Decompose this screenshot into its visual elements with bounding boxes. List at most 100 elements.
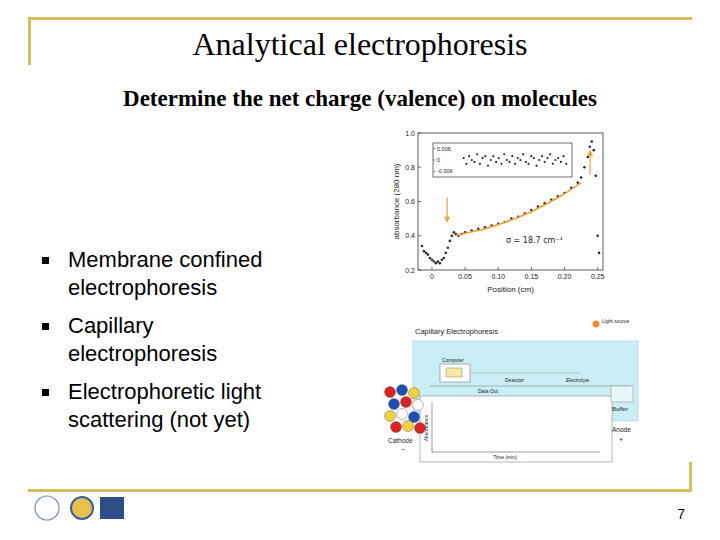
diagram-label: + — [619, 436, 623, 443]
bullet-text: Electrophoretic light scattering (not ye… — [68, 378, 296, 434]
x-tick — [564, 267, 565, 270]
bullet-marker — [42, 257, 49, 264]
data-point — [588, 145, 591, 148]
inset-data — [463, 153, 568, 167]
residual-point — [511, 155, 513, 157]
x-tick — [531, 267, 532, 270]
residual-point — [538, 159, 540, 161]
light-source-icon — [593, 321, 600, 328]
residual-point — [463, 157, 465, 159]
residual-point — [525, 161, 527, 163]
residual-point — [541, 155, 543, 157]
data-point — [580, 176, 583, 179]
arrow-head — [587, 150, 593, 156]
data-point — [433, 260, 436, 263]
ion-ball — [409, 388, 420, 399]
residual-point — [549, 153, 551, 155]
residual-point — [546, 157, 548, 159]
residual-point — [530, 155, 532, 157]
data-point — [447, 246, 450, 249]
diagram-label: Computer — [442, 357, 464, 363]
arrow — [447, 198, 448, 220]
ion-ball — [397, 409, 408, 420]
x-tick-label: 0.05 — [458, 273, 472, 280]
bullet-text: Capillary electrophoresis — [68, 312, 296, 368]
data-point — [437, 260, 440, 263]
residual-point — [533, 157, 535, 159]
subtitle: Determine the net charge (valence) on mo… — [0, 86, 720, 112]
residual-point — [495, 161, 497, 163]
diagram-label: Time (min) — [493, 454, 517, 460]
residual-point — [468, 155, 470, 157]
plot-frame — [418, 133, 603, 270]
y-tick — [418, 235, 421, 236]
residual-point — [484, 155, 486, 157]
data-point — [449, 240, 452, 243]
border-line — [689, 462, 692, 492]
data-point — [431, 258, 434, 261]
signal-plot — [420, 396, 612, 462]
data-point — [583, 166, 586, 169]
residual-point — [557, 157, 559, 159]
y-tick-label: 0 — [437, 157, 440, 163]
ion-ball — [401, 397, 412, 408]
logo — [71, 497, 93, 519]
y-tick-label: 0.4 — [405, 232, 415, 239]
capillary — [430, 386, 630, 387]
diagram-label: Buffer — [612, 406, 628, 412]
y-tick — [433, 148, 436, 149]
residual-point — [552, 163, 554, 165]
border-line — [28, 17, 692, 20]
residual-point — [522, 153, 524, 155]
data-area — [421, 140, 601, 264]
data-point — [586, 156, 589, 159]
data-point — [421, 245, 424, 248]
inset-chart: -0.00600.006 — [433, 143, 572, 177]
y-tick-label: 1.0 — [405, 130, 415, 137]
data-point — [441, 258, 444, 261]
residual-point — [536, 165, 538, 167]
logo — [35, 496, 59, 520]
residual-point — [465, 163, 467, 165]
logos — [35, 496, 124, 520]
residual-point — [544, 161, 546, 163]
buffer-vial — [611, 386, 633, 402]
fit-line — [455, 183, 581, 236]
x-tick-label: 0.15 — [525, 273, 539, 280]
residual-point — [514, 163, 516, 165]
ion-ball — [391, 422, 402, 433]
residual-point — [560, 161, 562, 163]
ion-ball — [413, 400, 424, 411]
residual-point — [554, 159, 556, 161]
ion-ball — [389, 399, 400, 410]
residual-point — [500, 163, 502, 165]
residual-point — [473, 161, 475, 163]
data-point — [451, 234, 454, 237]
diagram-label: Electrolyte — [566, 377, 590, 383]
diagram-label: Data Out — [478, 388, 499, 394]
y-tick-label: 0.8 — [405, 164, 415, 171]
residual-point — [563, 155, 565, 157]
data-point — [596, 234, 599, 237]
main-chart: 00.050.100.150.200.250.20.40.60.81.0Posi… — [392, 130, 605, 295]
residual-point — [479, 163, 481, 165]
residual-point — [476, 153, 478, 155]
data-point — [429, 257, 432, 260]
ion-ball — [385, 411, 396, 422]
arrow — [590, 153, 591, 175]
x-tick-label: 0.25 — [591, 273, 605, 280]
data-point — [453, 231, 456, 234]
bullet-list: Membrane confined electrophoresisCapilla… — [40, 246, 320, 444]
diagram-label: Cathode — [388, 437, 413, 444]
residual-point — [527, 163, 529, 165]
residual-point — [498, 157, 500, 159]
y-tick — [418, 167, 421, 168]
annotation: σ = 18.7 cm⁻¹ — [506, 236, 563, 245]
page-number: 7 — [650, 506, 685, 522]
diagram-label: Anode — [612, 426, 631, 433]
residual-point — [503, 153, 505, 155]
residual-point — [482, 157, 484, 159]
inset-frame — [433, 143, 572, 177]
data-point — [425, 252, 428, 255]
data-point — [445, 252, 448, 255]
